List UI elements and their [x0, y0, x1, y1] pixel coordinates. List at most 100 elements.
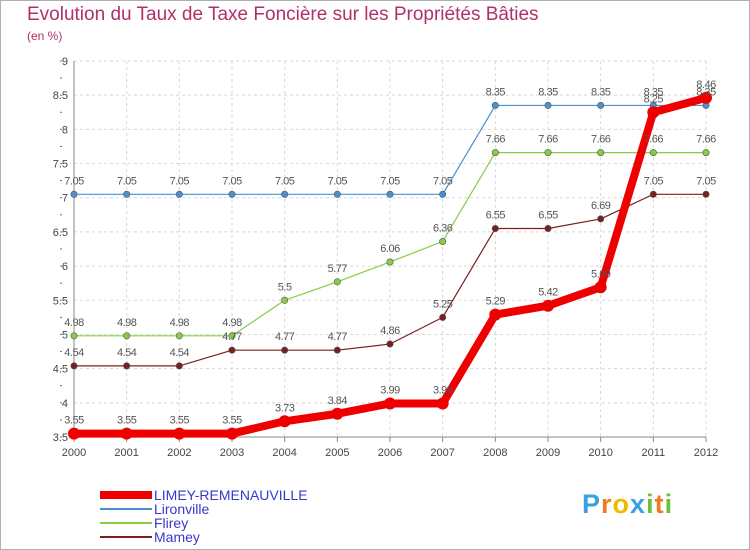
y-tick-label: 8 [62, 124, 68, 136]
y-tick-label: 5 [62, 329, 68, 341]
data-label: 4.54 [64, 347, 84, 359]
data-point [70, 362, 78, 370]
data-label: 7.05 [644, 175, 664, 187]
data-point [228, 332, 236, 340]
data-point [439, 313, 447, 321]
proxiti-logo: Proxiti [582, 489, 673, 520]
y-tick-label: 5.5 [53, 295, 68, 307]
legend-label: Lironville [154, 501, 210, 517]
data-label-layer: 4.54 4.54 4.54 4.77 4.77 4.77 4.86 5.25 6.55 6.55… [64, 79, 716, 427]
data-label: 4.54 [117, 347, 137, 359]
logo-letter: P [582, 489, 602, 519]
data-point [278, 415, 291, 428]
data-point [647, 106, 660, 119]
y-tick-label: 3.5 [53, 432, 68, 444]
data-label: 7.05 [433, 175, 453, 187]
data-label: 4.86 [380, 325, 400, 337]
data-point [333, 346, 341, 354]
data-point [544, 101, 552, 109]
data-point [436, 397, 449, 410]
legend-label: Flirey [154, 515, 189, 531]
data-label: 4.77 [222, 331, 242, 343]
data-label: 7.66 [696, 134, 716, 146]
legend-label: Mamey [154, 529, 200, 545]
data-point [544, 224, 552, 232]
y-tick-label: 7.5 [53, 159, 68, 171]
legend-swatch [100, 522, 152, 524]
x-tick-label: 2011 [642, 447, 666, 459]
logo-letter: r [601, 489, 613, 519]
x-tick-label: 2012 [694, 447, 718, 459]
data-point [597, 101, 605, 109]
data-label: 3.55 [222, 415, 242, 427]
legend-swatch [100, 536, 152, 538]
data-point [68, 427, 80, 440]
y-tick-label: 6.5 [53, 227, 68, 239]
data-point [491, 101, 499, 109]
data-label: 8.35 [644, 86, 664, 98]
data-point [439, 237, 447, 245]
data-point [597, 215, 605, 223]
data-point [281, 346, 289, 354]
data-label: 8.35 [591, 86, 611, 98]
data-point [386, 340, 394, 348]
x-tick-label: 2009 [536, 447, 560, 459]
data-label: 5.29 [486, 296, 506, 308]
data-point [120, 427, 133, 440]
data-point [333, 278, 341, 286]
data-label: 3.55 [64, 415, 84, 427]
data-label: 5.25 [433, 298, 453, 310]
data-label: 7.05 [275, 175, 295, 187]
data-label: 8.46 [696, 79, 716, 91]
data-point [489, 308, 502, 321]
legend-item: Mamey [100, 529, 200, 545]
data-point [542, 299, 554, 312]
data-point [281, 190, 289, 198]
data-label: 8.25 [644, 93, 664, 105]
y-tick-label: 9 [62, 56, 68, 68]
data-point [333, 190, 341, 198]
logo-letter: x [630, 489, 647, 519]
data-label: 7.05 [222, 175, 242, 187]
data-label: 7.05 [696, 175, 716, 187]
legend-item: LIMEY-REMENAUVILLE [100, 487, 308, 503]
data-label: 4.98 [170, 317, 190, 329]
data-label: 7.05 [328, 175, 348, 187]
x-tick-label: 2010 [588, 447, 612, 459]
data-point [228, 190, 236, 198]
data-label: 7.66 [538, 134, 558, 146]
data-point [228, 346, 236, 354]
data-label: 5.5 [278, 281, 292, 293]
data-label: 3.55 [170, 415, 190, 427]
data-point [649, 190, 657, 198]
legend-item: Flirey [100, 515, 189, 531]
data-label: 4.54 [170, 347, 190, 359]
data-label: 7.05 [64, 175, 84, 187]
data-label: 4.98 [117, 317, 137, 329]
logo-letter: i [646, 489, 655, 519]
data-label: 5.77 [328, 263, 348, 275]
data-point [702, 149, 710, 157]
data-label: 8.35 [696, 86, 716, 98]
data-label: 7.05 [117, 175, 137, 187]
data-point [123, 362, 131, 370]
data-point [281, 296, 289, 304]
chart-unit-label: (en %) [27, 29, 63, 43]
data-point [175, 190, 183, 198]
legend-label: LIMEY-REMENAUVILLE [154, 487, 308, 503]
data-label: 6.36 [433, 222, 453, 234]
data-point [544, 149, 552, 157]
data-point [439, 190, 447, 198]
data-point [386, 190, 394, 198]
logo-letter: t [654, 489, 665, 519]
series-layer [68, 91, 712, 440]
x-tick-label: 2000 [62, 447, 86, 459]
data-point [331, 407, 344, 420]
data-label: 5.42 [538, 287, 558, 299]
x-tick-label: 2001 [114, 447, 138, 459]
y-tick-label: 4 [62, 398, 68, 410]
data-label: 4.77 [275, 331, 295, 343]
data-label: 4.98 [64, 317, 84, 329]
data-label: 7.66 [644, 134, 664, 146]
data-point [386, 258, 394, 266]
